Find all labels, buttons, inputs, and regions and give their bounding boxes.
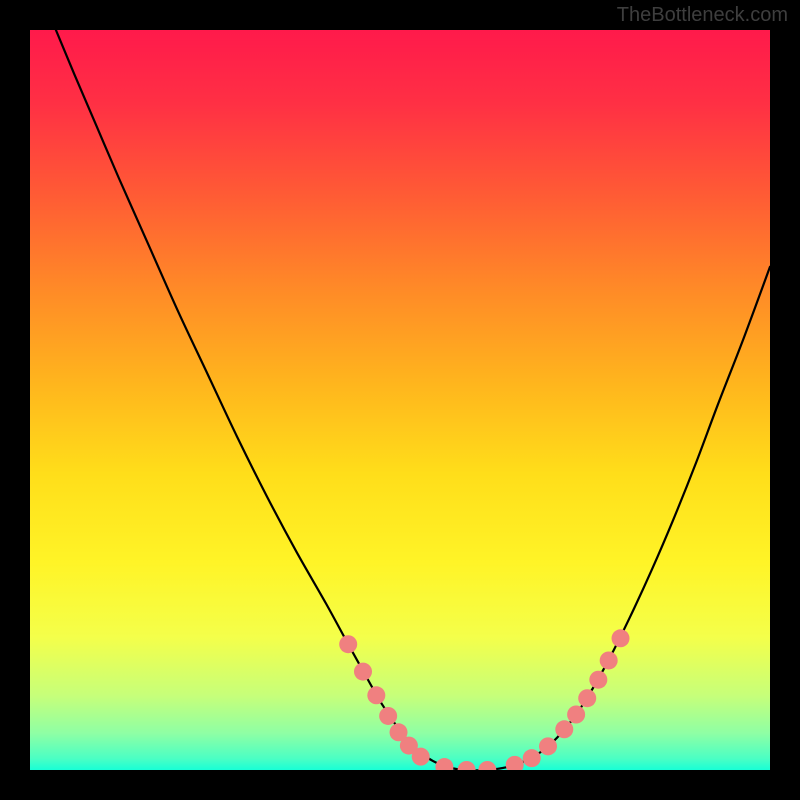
marker-dot xyxy=(589,671,607,689)
marker-dot xyxy=(539,737,557,755)
marker-group xyxy=(339,629,629,770)
marker-dot xyxy=(458,761,476,770)
plot-area xyxy=(30,30,770,770)
marker-dot xyxy=(600,651,618,669)
marker-dot xyxy=(506,756,524,770)
marker-dot xyxy=(412,748,430,766)
curve-layer xyxy=(30,30,770,770)
marker-dot xyxy=(578,689,596,707)
bottleneck-curve xyxy=(56,30,770,770)
marker-dot xyxy=(612,629,630,647)
marker-dot xyxy=(523,749,541,767)
marker-dot xyxy=(339,635,357,653)
marker-dot xyxy=(379,707,397,725)
marker-dot xyxy=(567,706,585,724)
chart-frame: TheBottleneck.com xyxy=(0,0,800,800)
marker-dot xyxy=(478,761,496,770)
marker-dot xyxy=(367,686,385,704)
marker-dot xyxy=(354,663,372,681)
watermark-text: TheBottleneck.com xyxy=(617,4,788,27)
marker-dot xyxy=(555,720,573,738)
marker-dot xyxy=(435,758,453,770)
